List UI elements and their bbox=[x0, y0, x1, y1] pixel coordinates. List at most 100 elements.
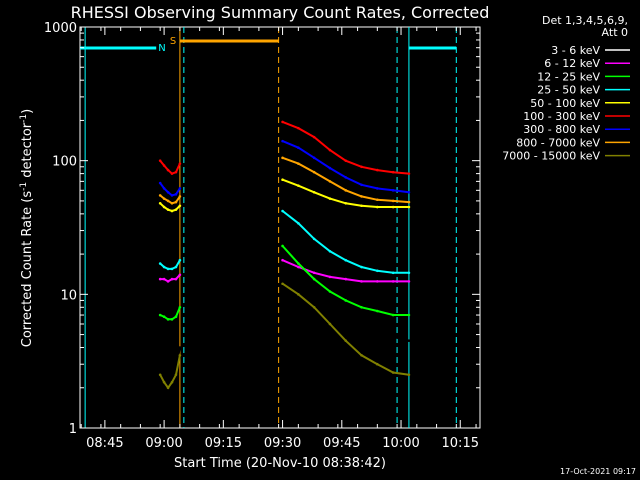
data-point bbox=[281, 139, 284, 143]
data-point bbox=[344, 159, 348, 162]
data-point bbox=[170, 371, 174, 374]
data-point bbox=[360, 353, 363, 357]
data-point bbox=[407, 205, 411, 209]
data-point bbox=[174, 208, 178, 211]
data-point bbox=[328, 290, 332, 293]
data-point bbox=[297, 184, 300, 187]
data-point bbox=[297, 126, 300, 130]
y-tick-label: 100 bbox=[52, 155, 77, 170]
data-point bbox=[312, 271, 316, 275]
data-point bbox=[328, 249, 332, 253]
data-point bbox=[376, 205, 379, 209]
data-point bbox=[376, 168, 379, 172]
data-point bbox=[391, 205, 395, 209]
data-point bbox=[328, 313, 332, 317]
data-point bbox=[170, 318, 174, 321]
flag-layer: NS bbox=[80, 27, 457, 428]
data-point bbox=[344, 299, 348, 302]
data-point bbox=[178, 195, 182, 198]
data-point bbox=[312, 302, 316, 306]
data-point bbox=[297, 162, 300, 165]
data-point bbox=[312, 277, 316, 281]
data-point bbox=[170, 380, 174, 384]
data-point bbox=[376, 333, 379, 336]
data-point bbox=[158, 277, 162, 281]
data-point bbox=[360, 183, 363, 187]
data-point bbox=[158, 201, 162, 205]
data-point bbox=[407, 271, 411, 275]
data-point bbox=[391, 280, 395, 283]
data-point bbox=[391, 271, 395, 275]
data-point bbox=[174, 193, 178, 196]
legend-header-detectors: Det 1,3,4,5,6,9, bbox=[542, 14, 628, 27]
y-axis-ticks: 1 10 100 1000 bbox=[44, 21, 480, 437]
data-point bbox=[407, 280, 411, 283]
data-point bbox=[344, 201, 348, 205]
x-axis-label: Start Time (20-Nov-10 08:38:42) bbox=[174, 456, 386, 471]
data-point bbox=[166, 280, 170, 283]
data-point bbox=[162, 164, 166, 167]
x-tick-label: 09:00 bbox=[145, 436, 182, 451]
data-point bbox=[328, 275, 332, 279]
data-point bbox=[328, 322, 332, 326]
data-point bbox=[297, 221, 300, 225]
data-point bbox=[166, 267, 170, 271]
y-tick-label: 1000 bbox=[44, 21, 77, 36]
plot-frame bbox=[79, 26, 481, 429]
data-point bbox=[170, 194, 174, 197]
data-point bbox=[360, 280, 363, 283]
data-point bbox=[158, 159, 162, 162]
data-point bbox=[170, 201, 174, 205]
data-point bbox=[281, 282, 284, 286]
data-point bbox=[297, 282, 300, 286]
data-point bbox=[328, 148, 332, 152]
data-point bbox=[360, 165, 363, 169]
data-point bbox=[407, 339, 411, 342]
data-point bbox=[360, 327, 363, 331]
data-point bbox=[162, 187, 166, 190]
y-tick-label: 1 bbox=[69, 422, 77, 437]
data-point bbox=[158, 386, 162, 390]
y-axis-label-end: ) bbox=[20, 109, 35, 114]
data-point bbox=[178, 162, 182, 165]
data-point bbox=[170, 267, 174, 271]
data-point bbox=[328, 197, 332, 200]
data-point bbox=[281, 120, 284, 124]
x-tick-label: 08:45 bbox=[86, 436, 123, 451]
data-point bbox=[281, 258, 284, 262]
legend-label: 300 - 800 keV bbox=[523, 123, 600, 136]
legend-label: 800 - 7000 keV bbox=[516, 136, 600, 149]
data-point bbox=[407, 172, 411, 175]
data-point bbox=[162, 277, 166, 281]
data-point bbox=[407, 313, 411, 317]
timestamp: 17-Oct-2021 09:17 bbox=[560, 467, 636, 476]
data-point bbox=[344, 339, 348, 342]
data-point bbox=[391, 313, 395, 317]
x-tick-label: 09:30 bbox=[264, 436, 301, 451]
legend-header-attenuator: Att 0 bbox=[602, 26, 628, 39]
data-point bbox=[312, 237, 316, 241]
legend-label: 6 - 12 keV bbox=[544, 57, 600, 70]
data-point bbox=[297, 262, 300, 265]
data-point bbox=[174, 373, 178, 377]
data-point bbox=[166, 199, 170, 203]
data-point bbox=[174, 265, 178, 269]
data-point bbox=[178, 273, 182, 277]
data-point bbox=[376, 280, 379, 283]
data-point bbox=[312, 305, 316, 309]
data-point bbox=[174, 277, 178, 281]
x-tick-label: 09:15 bbox=[205, 436, 242, 451]
data-point bbox=[344, 258, 348, 262]
data-point bbox=[297, 293, 300, 296]
data-point bbox=[158, 181, 162, 185]
y-tick-label: 10 bbox=[60, 288, 77, 303]
data-point bbox=[297, 265, 300, 269]
series-layer bbox=[158, 120, 411, 390]
data-point bbox=[162, 380, 166, 384]
legend-label: 7000 - 15000 keV bbox=[502, 150, 600, 163]
data-point bbox=[344, 176, 348, 179]
data-point bbox=[391, 170, 395, 174]
data-point bbox=[376, 309, 379, 313]
data-point bbox=[174, 170, 178, 174]
